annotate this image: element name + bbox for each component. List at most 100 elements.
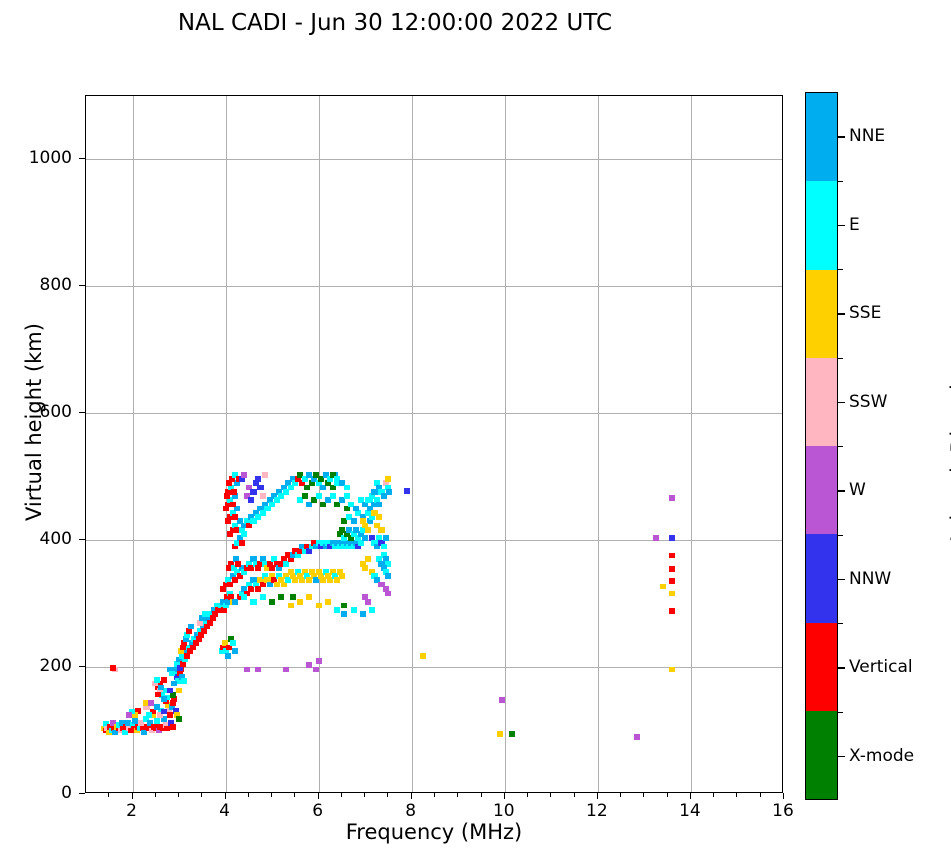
echo-point xyxy=(359,518,366,524)
echo-point xyxy=(336,543,343,550)
y-tick xyxy=(79,158,85,160)
colorbar-boundary-tick xyxy=(838,534,843,536)
echo-point xyxy=(161,708,168,715)
echo-point xyxy=(231,471,238,478)
echo-point xyxy=(306,501,313,508)
echo-point xyxy=(243,518,250,524)
colorbar[interactable] xyxy=(805,92,838,800)
echo-point xyxy=(252,581,259,588)
colorbar-label: Azimuth Direction xyxy=(947,357,951,547)
echo-point xyxy=(218,602,225,609)
echo-point xyxy=(317,572,324,579)
echo-point xyxy=(238,590,245,597)
echo-point xyxy=(180,678,187,684)
colorbar-segment-nnw[interactable] xyxy=(806,534,837,623)
echo-point xyxy=(322,569,329,575)
echo-point xyxy=(297,598,304,605)
echo-point xyxy=(236,594,243,601)
x-minor-tick xyxy=(271,793,273,797)
x-minor-tick xyxy=(108,793,110,797)
echo-point xyxy=(348,535,355,542)
echo-point xyxy=(264,577,271,583)
echo-point xyxy=(245,522,252,529)
echo-point xyxy=(376,556,383,563)
echo-point xyxy=(324,497,331,504)
echo-point xyxy=(132,718,139,724)
echo-point xyxy=(378,539,385,546)
echo-point xyxy=(297,497,304,504)
colorbar-segment-nne[interactable] xyxy=(806,93,837,182)
x-tick xyxy=(410,793,412,799)
echo-point xyxy=(201,610,208,617)
colorbar-label-nnw: NNW xyxy=(849,568,892,589)
colorbar-segment-e[interactable] xyxy=(806,181,837,270)
echo-point xyxy=(248,514,255,521)
echo-point xyxy=(145,712,152,719)
echo-point xyxy=(317,476,324,483)
echo-point xyxy=(383,586,390,592)
echo-point xyxy=(222,602,229,609)
echo-point xyxy=(234,505,241,512)
echo-point xyxy=(129,721,136,728)
echo-point xyxy=(306,548,313,554)
echo-point xyxy=(161,695,168,702)
x-minor-tick xyxy=(387,793,389,797)
page-title: NAL CADI - Jun 30 12:00:00 2022 UTC xyxy=(177,10,613,36)
y-tick-label: 400 xyxy=(39,529,72,550)
echo-point xyxy=(159,692,166,698)
echo-point xyxy=(182,636,189,643)
echo-point xyxy=(226,480,233,486)
echo-point xyxy=(225,598,232,605)
echo-point xyxy=(158,684,165,691)
y-tick-label: 1000 xyxy=(28,148,72,169)
colorbar-tick xyxy=(838,224,845,227)
echo-point xyxy=(173,674,180,681)
echo-point xyxy=(187,648,194,655)
colorbar-segment-x-mode[interactable] xyxy=(806,710,837,799)
echo-point xyxy=(355,510,362,516)
y-tick-label: 200 xyxy=(39,656,72,677)
echo-point xyxy=(228,560,235,567)
echo-point xyxy=(231,514,238,521)
colorbar-segment-w[interactable] xyxy=(806,446,837,535)
echo-point xyxy=(205,615,212,622)
colorbar-segment-ssw[interactable] xyxy=(806,357,837,446)
gridline-vertical xyxy=(690,96,692,792)
echo-point xyxy=(250,518,257,524)
echo-point xyxy=(285,480,292,486)
echo-point xyxy=(222,581,229,588)
x-minor-tick xyxy=(620,793,622,797)
echo-point xyxy=(338,539,345,546)
echo-point xyxy=(142,700,149,707)
echo-point xyxy=(229,510,236,516)
echo-point xyxy=(103,721,110,728)
echo-point xyxy=(107,723,114,730)
echo-point xyxy=(366,505,373,512)
echo-point xyxy=(659,583,667,590)
gridline-vertical xyxy=(411,96,413,792)
gridline-horizontal xyxy=(86,540,782,542)
echo-point xyxy=(373,497,380,504)
echo-point xyxy=(262,572,269,579)
echo-point xyxy=(227,530,234,537)
echo-point xyxy=(191,636,198,643)
echo-point xyxy=(224,518,231,524)
echo-point xyxy=(245,581,252,588)
echo-point xyxy=(285,577,292,583)
echo-point xyxy=(257,560,264,567)
colorbar-tick xyxy=(838,313,845,315)
echo-point xyxy=(315,602,322,609)
x-minor-tick xyxy=(247,793,249,797)
echo-point xyxy=(212,610,219,617)
echo-point xyxy=(369,514,376,521)
x-tick-label: 16 xyxy=(772,801,794,821)
echo-point xyxy=(322,543,329,550)
colorbar-segment-vertical[interactable] xyxy=(806,622,837,711)
colorbar-segment-sse[interactable] xyxy=(806,269,837,358)
echo-point xyxy=(310,539,318,546)
echo-point xyxy=(273,497,280,504)
echo-point xyxy=(248,565,255,571)
echo-point xyxy=(255,514,262,521)
colorbar-tick xyxy=(838,490,845,492)
echo-point xyxy=(172,666,179,673)
